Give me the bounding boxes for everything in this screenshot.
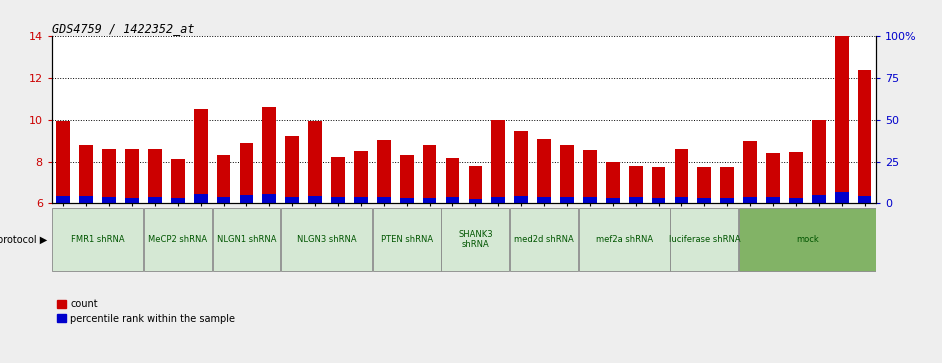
Bar — [282, 208, 372, 271]
Text: NLGN1 shRNA: NLGN1 shRNA — [217, 235, 276, 244]
Bar — [239, 143, 253, 203]
Legend: count, percentile rank within the sample: count, percentile rank within the sample — [57, 299, 236, 324]
Bar — [285, 136, 299, 203]
Bar — [102, 197, 116, 203]
Bar — [858, 70, 871, 203]
Bar — [423, 145, 436, 203]
Bar — [148, 149, 162, 203]
Bar — [446, 158, 460, 203]
Bar — [308, 196, 322, 203]
Text: med2d shRNA: med2d shRNA — [514, 235, 574, 244]
Bar — [537, 139, 551, 203]
Bar — [858, 196, 871, 203]
Text: SHANK3
shRNA: SHANK3 shRNA — [458, 230, 493, 249]
Bar — [606, 198, 620, 203]
Bar — [606, 162, 620, 203]
Bar — [511, 208, 578, 271]
Bar — [125, 198, 138, 203]
Bar — [377, 140, 391, 203]
Bar — [468, 166, 482, 203]
Bar — [560, 145, 574, 203]
Bar — [835, 192, 849, 203]
Text: protocol ▶: protocol ▶ — [0, 234, 47, 245]
Bar — [217, 197, 231, 203]
Bar — [583, 150, 596, 203]
Bar — [835, 36, 849, 203]
Bar — [423, 198, 436, 203]
Bar — [354, 151, 367, 203]
Bar — [789, 198, 803, 203]
Text: PTEN shRNA: PTEN shRNA — [381, 235, 432, 244]
Bar — [492, 197, 505, 203]
Bar — [674, 197, 689, 203]
Bar — [171, 159, 185, 203]
Bar — [652, 198, 665, 203]
Bar — [721, 198, 734, 203]
Bar — [812, 120, 826, 203]
Bar — [399, 155, 414, 203]
Bar — [514, 196, 528, 203]
Bar — [57, 121, 70, 203]
Text: mef2a shRNA: mef2a shRNA — [595, 235, 653, 244]
Bar — [739, 208, 876, 271]
Bar — [373, 208, 441, 271]
Bar — [652, 167, 665, 203]
Bar — [332, 197, 345, 203]
Bar — [194, 109, 207, 203]
Bar — [721, 167, 734, 203]
Bar — [442, 208, 510, 271]
Bar — [399, 198, 414, 203]
Text: NLGN3 shRNA: NLGN3 shRNA — [297, 235, 356, 244]
Bar — [354, 197, 367, 203]
Bar — [171, 198, 185, 203]
Text: mock: mock — [796, 235, 819, 244]
Bar — [79, 196, 93, 203]
Bar — [446, 197, 460, 203]
Bar — [629, 166, 642, 203]
Bar — [285, 197, 299, 203]
Bar — [213, 208, 281, 271]
Text: FMR1 shRNA: FMR1 shRNA — [71, 235, 124, 244]
Bar — [579, 208, 670, 271]
Bar — [697, 167, 711, 203]
Bar — [217, 155, 231, 203]
Bar — [671, 208, 739, 271]
Bar — [377, 197, 391, 203]
Bar — [743, 141, 757, 203]
Bar — [560, 197, 574, 203]
Bar — [332, 158, 345, 203]
Bar — [743, 197, 757, 203]
Bar — [239, 195, 253, 203]
Bar — [789, 152, 803, 203]
Bar — [766, 197, 780, 203]
Bar — [308, 121, 322, 203]
Bar — [492, 120, 505, 203]
Text: luciferase shRNA: luciferase shRNA — [669, 235, 740, 244]
Bar — [468, 199, 482, 203]
Bar — [263, 107, 276, 203]
Bar — [148, 197, 162, 203]
Bar — [52, 208, 143, 271]
Text: MeCP2 shRNA: MeCP2 shRNA — [148, 235, 207, 244]
Bar — [144, 208, 212, 271]
Bar — [674, 149, 689, 203]
Bar — [697, 198, 711, 203]
Bar — [537, 197, 551, 203]
Bar — [102, 149, 116, 203]
Bar — [812, 195, 826, 203]
Bar — [194, 194, 207, 203]
Bar — [583, 197, 596, 203]
Bar — [514, 131, 528, 203]
Text: GDS4759 / 1422352_at: GDS4759 / 1422352_at — [52, 22, 194, 35]
Bar — [629, 197, 642, 203]
Bar — [125, 149, 138, 203]
Bar — [263, 194, 276, 203]
Bar — [766, 153, 780, 203]
Bar — [57, 196, 70, 203]
Bar — [79, 145, 93, 203]
